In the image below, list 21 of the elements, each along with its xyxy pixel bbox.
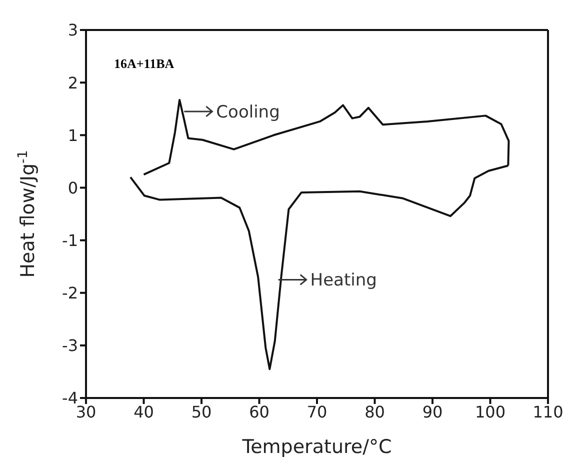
y-tick-label: 3 [68, 20, 78, 40]
y-tick-label: 0 [68, 178, 78, 198]
x-tick-label: 50 [191, 402, 212, 422]
y-tick-label: -4 [62, 388, 78, 408]
x-tick-label: 110 [532, 402, 564, 422]
annotation: 16A+11BA [114, 56, 174, 72]
x-tick-label: 80 [364, 402, 385, 422]
x-axis-title: Temperature/°C [241, 436, 392, 458]
x-tick-label: 40 [134, 402, 154, 422]
x-tick-label: 90 [422, 402, 443, 422]
y-tick-label: 1 [68, 126, 78, 145]
y-tick-label: -3 [62, 336, 78, 356]
annotation: Heating [310, 270, 377, 291]
annotation: Cooling [216, 102, 280, 122]
y-tick-label: -1 [62, 230, 78, 250]
y-tick-label: -2 [62, 284, 78, 303]
x-tick-label: 30 [76, 402, 96, 422]
x-tick-label: 70 [306, 402, 328, 422]
x-tick-label: 100 [474, 402, 506, 422]
x-tick-label: 60 [249, 402, 270, 422]
y-tick-label: 2 [68, 73, 78, 92]
